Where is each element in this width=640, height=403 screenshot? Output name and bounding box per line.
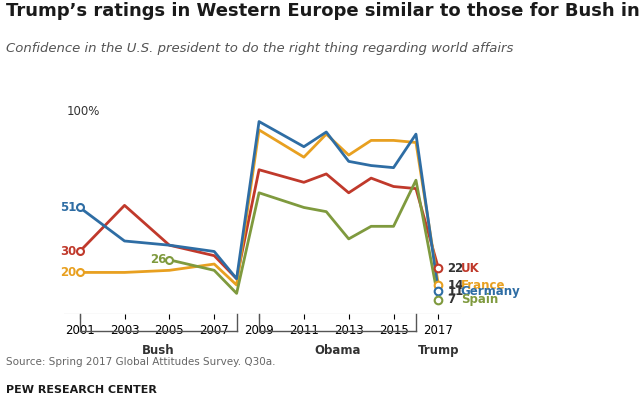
- Text: Trump: Trump: [418, 344, 459, 357]
- Text: 30: 30: [60, 245, 76, 258]
- Text: 22: 22: [447, 262, 463, 275]
- Text: Bush: Bush: [142, 344, 175, 357]
- Text: Germany: Germany: [461, 285, 520, 298]
- Text: Spain: Spain: [461, 293, 498, 306]
- Text: 20: 20: [60, 266, 76, 279]
- Text: PEW RESEARCH CENTER: PEW RESEARCH CENTER: [6, 385, 157, 395]
- Text: Trump’s ratings in Western Europe similar to those for Bush in 2008: Trump’s ratings in Western Europe simila…: [6, 2, 640, 20]
- Text: France: France: [461, 278, 506, 291]
- Text: 11: 11: [447, 285, 463, 298]
- Text: 100%: 100%: [67, 105, 100, 118]
- Text: 7: 7: [447, 293, 456, 306]
- Text: Source: Spring 2017 Global Attitudes Survey. Q30a.: Source: Spring 2017 Global Attitudes Sur…: [6, 357, 276, 367]
- Text: 26: 26: [150, 253, 166, 266]
- Text: 51: 51: [60, 201, 76, 214]
- Text: UK: UK: [461, 262, 479, 275]
- Text: Obama: Obama: [314, 344, 361, 357]
- Text: 14: 14: [447, 278, 464, 291]
- Text: Confidence in the U.S. president to do the right thing regarding world affairs: Confidence in the U.S. president to do t…: [6, 42, 514, 55]
